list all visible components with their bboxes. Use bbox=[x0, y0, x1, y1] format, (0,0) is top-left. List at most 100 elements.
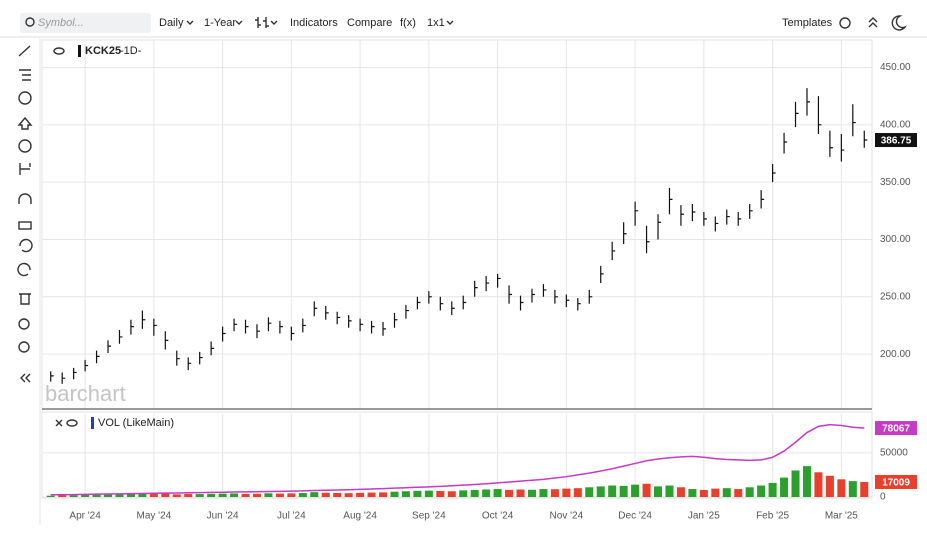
templates-button[interactable]: Templates bbox=[782, 17, 833, 29]
x-tick-label: Aug '24 bbox=[343, 511, 377, 522]
symbol-label[interactable]: KCK25 bbox=[85, 45, 121, 57]
measure-tool[interactable] bbox=[19, 163, 31, 175]
ohlc-bar bbox=[485, 276, 490, 292]
ohlc-bar bbox=[290, 326, 295, 341]
ohlc-bar bbox=[61, 372, 66, 384]
zoom-out-button[interactable] bbox=[18, 341, 30, 353]
ohlc-bar bbox=[737, 211, 742, 226]
layout-button[interactable]: 1x1 bbox=[427, 17, 445, 29]
y-tick-label: 200.00 bbox=[880, 349, 911, 360]
zoom-in-button[interactable] bbox=[18, 318, 30, 330]
last-volume-label-bg bbox=[875, 474, 917, 489]
redo-button[interactable] bbox=[17, 262, 31, 277]
volume-bar bbox=[69, 495, 78, 497]
settings-icon[interactable] bbox=[839, 17, 851, 29]
ohlc-bar bbox=[714, 216, 719, 232]
ohlc-bar bbox=[84, 359, 89, 372]
chevron bbox=[446, 20, 454, 25]
lock-tool[interactable] bbox=[18, 221, 32, 230]
fib-tool[interactable] bbox=[19, 69, 31, 81]
volume-bar bbox=[413, 490, 422, 497]
volume-bar bbox=[447, 491, 456, 497]
ohlc-bar bbox=[107, 340, 112, 353]
volume-legend: VOL (LikeMain) bbox=[55, 417, 174, 429]
ohlc-bar bbox=[657, 214, 662, 240]
volume-bar bbox=[81, 494, 90, 497]
x-tick-label: Feb '25 bbox=[756, 511, 789, 522]
collapse-icon[interactable] bbox=[868, 17, 878, 28]
volume-bar bbox=[379, 492, 388, 497]
visibility-icon[interactable] bbox=[66, 419, 78, 427]
volume-bar bbox=[482, 489, 491, 497]
volume-bar bbox=[745, 487, 754, 497]
chevron bbox=[186, 20, 194, 25]
volume-bar bbox=[505, 489, 514, 497]
volume-bar bbox=[275, 493, 284, 497]
volume-bar bbox=[665, 485, 674, 497]
ohlc-bar bbox=[118, 330, 123, 344]
ohlc-bar bbox=[348, 315, 352, 328]
volume-bar bbox=[138, 493, 147, 497]
ohlc-bar bbox=[783, 132, 788, 154]
ohlc-bar bbox=[359, 318, 364, 332]
info-tool[interactable] bbox=[18, 139, 32, 153]
bar-type-icon[interactable] bbox=[255, 17, 269, 28]
volume-bar bbox=[46, 495, 55, 497]
x-tick-label: Nov '24 bbox=[550, 511, 584, 522]
ohlc-bar bbox=[668, 187, 673, 215]
ohlc-bar bbox=[313, 301, 318, 317]
close-icon[interactable] bbox=[55, 419, 63, 427]
indicators-button[interactable]: Indicators bbox=[290, 17, 338, 29]
ohlc-bar bbox=[554, 289, 558, 304]
function-button[interactable]: f(x) bbox=[400, 17, 416, 29]
volume-bar bbox=[493, 489, 502, 497]
theme-icon[interactable] bbox=[891, 15, 908, 31]
symbol-placeholder[interactable]: Symbol... bbox=[38, 17, 84, 29]
shape-tool[interactable] bbox=[18, 91, 32, 105]
ohlc-bar bbox=[222, 326, 226, 342]
arrow-tool[interactable] bbox=[17, 116, 33, 130]
volume-bar bbox=[58, 495, 67, 497]
period-button[interactable]: Daily bbox=[159, 17, 184, 29]
range-button[interactable]: 1-Year bbox=[204, 17, 236, 29]
ohlc-bar bbox=[680, 205, 684, 226]
last-price-label: 386.75 bbox=[881, 136, 912, 147]
line-tool[interactable] bbox=[18, 45, 31, 57]
volume-bar bbox=[252, 493, 261, 497]
volume-bar bbox=[424, 490, 433, 497]
ohlc-bar bbox=[73, 367, 77, 380]
volume-bar bbox=[676, 487, 685, 497]
y-tick-label: 0 bbox=[880, 492, 886, 503]
volume-bar bbox=[802, 466, 811, 497]
x-tick-label: Jan '25 bbox=[688, 511, 720, 522]
ohlc-bar bbox=[153, 318, 157, 336]
ohlc-bar bbox=[817, 96, 822, 135]
chevron bbox=[235, 20, 243, 25]
ohlc-bar bbox=[50, 371, 54, 382]
open-interest-label: 78067 bbox=[882, 424, 910, 435]
volume-bar bbox=[837, 479, 846, 497]
delete-button[interactable] bbox=[19, 293, 31, 305]
visibility-icon[interactable] bbox=[53, 47, 65, 55]
volume-title[interactable]: VOL (LikeMain) bbox=[98, 417, 174, 429]
ohlc-bar bbox=[256, 324, 260, 339]
magnet-tool[interactable] bbox=[18, 193, 32, 204]
ohlc-bar bbox=[611, 241, 616, 261]
ohlc-bar bbox=[542, 284, 547, 297]
tool-rail bbox=[17, 38, 41, 525]
volume-bar bbox=[780, 477, 789, 497]
undo-button[interactable] bbox=[19, 238, 33, 253]
ohlc-bar bbox=[279, 320, 283, 334]
y-tick-label: 50000 bbox=[880, 447, 908, 458]
symbol-input[interactable] bbox=[20, 13, 151, 33]
ohlc-bar bbox=[244, 319, 249, 334]
volume-bar bbox=[596, 486, 605, 497]
volume-bar bbox=[814, 472, 823, 497]
volume-bar bbox=[688, 489, 697, 497]
volume-bar bbox=[550, 489, 559, 497]
volume-bar bbox=[825, 475, 834, 497]
compare-button[interactable]: Compare bbox=[347, 17, 392, 29]
collapse-rail-button[interactable] bbox=[20, 373, 31, 383]
volume-bar bbox=[161, 493, 170, 497]
volume-bar bbox=[126, 493, 135, 497]
